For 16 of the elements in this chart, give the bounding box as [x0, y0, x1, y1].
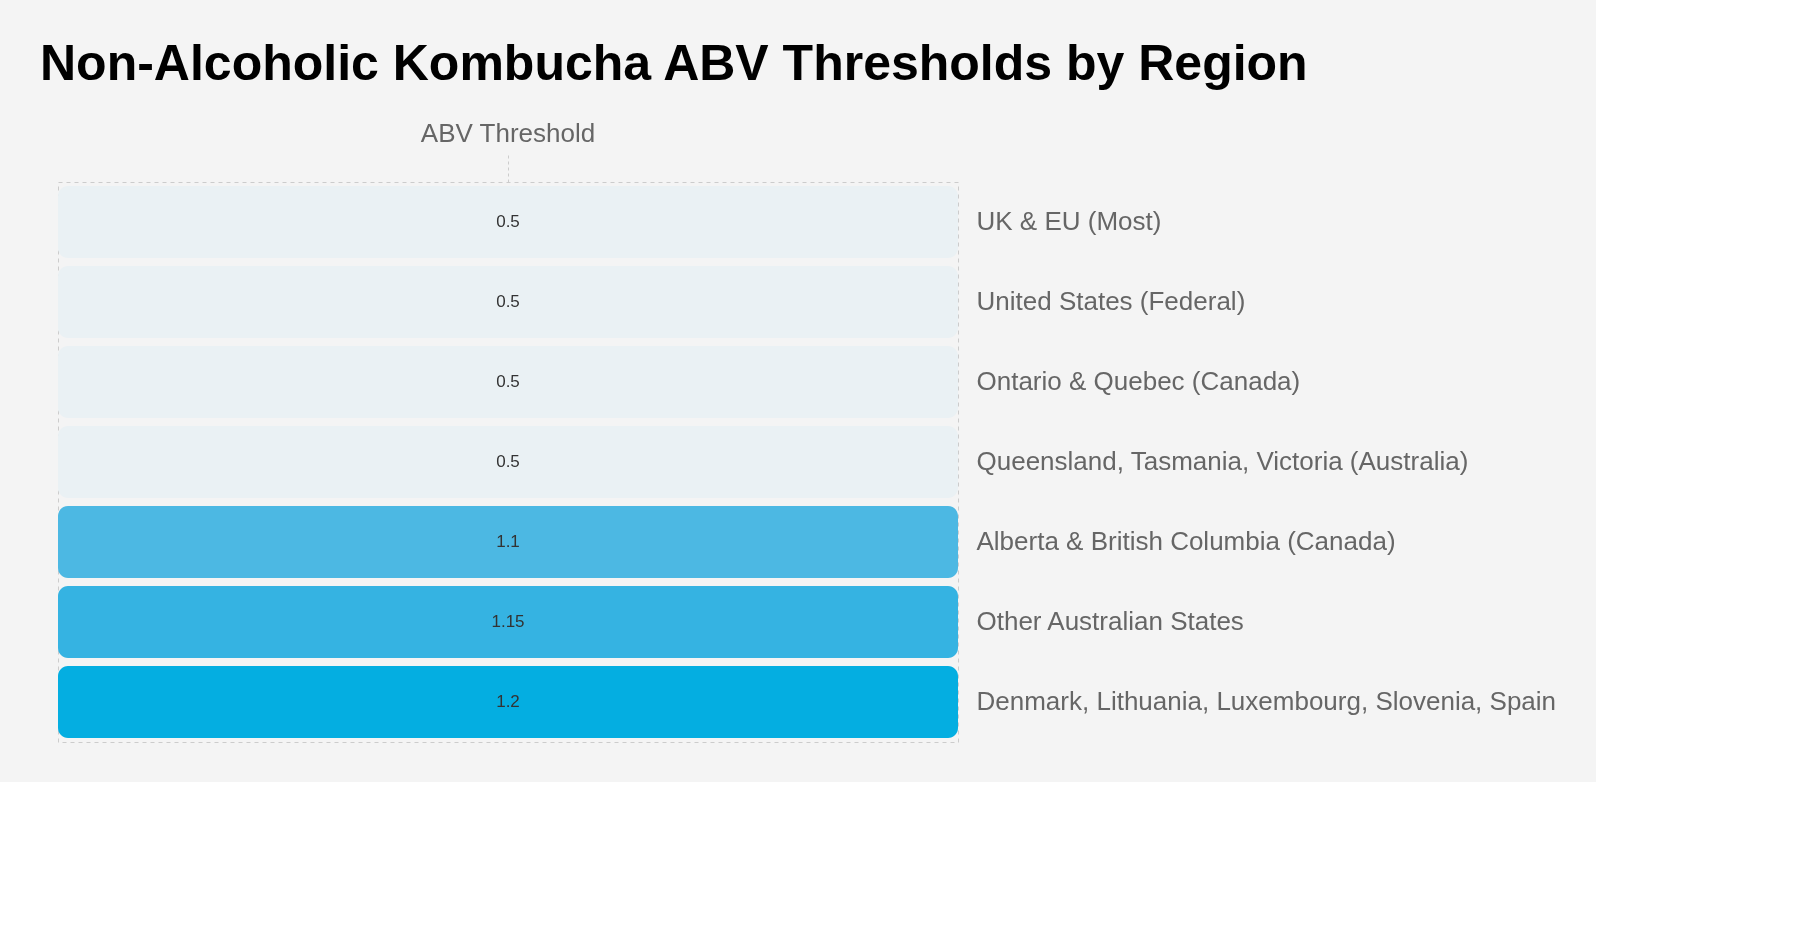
y2-tick-label: Ontario & Quebec (Canada)	[976, 366, 1301, 396]
y2-tick-label: Queensland, Tasmania, Victoria (Australia)	[976, 446, 1469, 476]
data-label: 0.5	[496, 212, 520, 231]
chart-title: Non-Alcoholic Kombucha ABV Thresholds by Region	[40, 35, 1308, 91]
data-label: 0.5	[496, 372, 520, 391]
y2-tick-label: United States (Federal)	[976, 286, 1246, 316]
x-tick-label: ABV Threshold	[420, 117, 596, 148]
y2-tick-label: Other Australian States	[976, 606, 1244, 636]
data-label: 1.1	[496, 532, 520, 551]
data-label: 1.2	[496, 692, 520, 711]
data-label: 1.15	[491, 612, 525, 631]
y2-tick-label: Denmark, Lithuania, Luxembourg, Slovenia, Spain	[976, 686, 1557, 716]
y2-tick-label: Alberta & British Columbia (Canada)	[976, 526, 1396, 556]
data-label: 0.5	[496, 292, 520, 311]
y2-tick-label: UK & EU (Most)	[976, 206, 1162, 236]
data-label: 0.5	[496, 452, 520, 471]
